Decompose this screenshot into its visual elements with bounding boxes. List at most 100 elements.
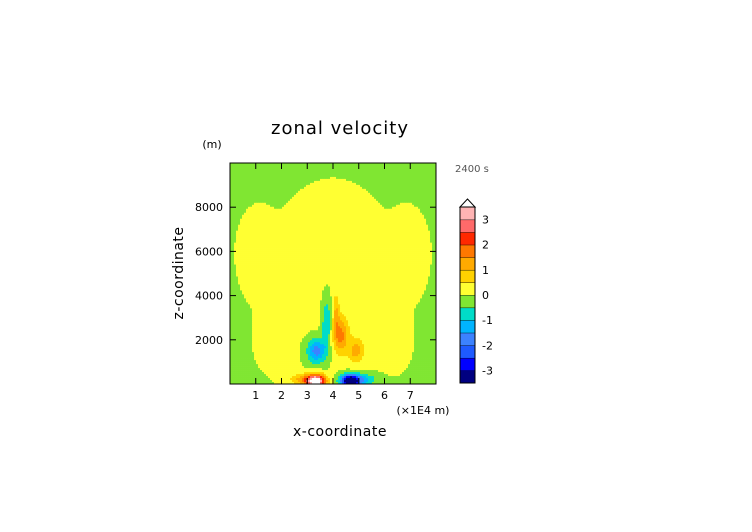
- contour-cell: [376, 234, 379, 238]
- contour-cell: [308, 198, 311, 202]
- contour-cell: [272, 170, 275, 174]
- contour-cell: [266, 208, 269, 212]
- contour-cell: [310, 166, 313, 170]
- contour-cell: [318, 166, 321, 170]
- contour-cell: [338, 254, 341, 257]
- contour-cell: [266, 190, 269, 194]
- contour-cell: [428, 166, 431, 170]
- contour-cell: [376, 218, 379, 222]
- contour-cell: [398, 214, 401, 218]
- contour-cell: [330, 224, 333, 228]
- contour-cell: [408, 186, 411, 190]
- contour-cell: [408, 238, 411, 241]
- contour-cell: [306, 228, 309, 232]
- contour-cell: [260, 220, 263, 224]
- contour-cell: [290, 178, 293, 182]
- contour-cell: [362, 256, 365, 259]
- contour-cell: [330, 234, 333, 238]
- contour-cell: [384, 244, 387, 247]
- contour-cell: [340, 244, 343, 247]
- contour-cell: [400, 232, 403, 236]
- contour-cell: [358, 178, 361, 182]
- contour-cell: [368, 240, 371, 243]
- contour-cell: [426, 163, 429, 166]
- contour-cell: [388, 184, 391, 188]
- contour-cell: [318, 212, 321, 216]
- contour-cell: [388, 188, 391, 192]
- contour-cell: [418, 204, 421, 208]
- contour-cell: [300, 220, 303, 224]
- contour-cell: [286, 234, 289, 238]
- contour-cell: [354, 186, 357, 190]
- contour-cell: [356, 190, 359, 194]
- contour-cell: [378, 210, 381, 214]
- contour-cell: [414, 208, 417, 212]
- contour-cell: [280, 232, 283, 236]
- contour-cell: [290, 252, 293, 255]
- contour-cell: [336, 236, 339, 240]
- contour-cell: [264, 258, 267, 261]
- contour-cell: [298, 182, 301, 186]
- contour-cell: [304, 200, 307, 204]
- contour-cell: [292, 188, 295, 192]
- contour-cell: [270, 192, 273, 196]
- contour-cell: [268, 184, 271, 188]
- contour-cell: [272, 196, 275, 200]
- contour-cell: [334, 208, 337, 212]
- contour-cell: [398, 246, 401, 249]
- contour-cell: [432, 206, 435, 210]
- contour-cell: [380, 204, 383, 208]
- contour-cell: [250, 163, 253, 166]
- contour-cell: [408, 242, 411, 245]
- contour-cell: [398, 232, 401, 236]
- contour-cell: [394, 184, 397, 188]
- contour-cell: [272, 214, 275, 218]
- contour-cell: [352, 206, 355, 210]
- contour-cell: [312, 170, 315, 174]
- contour-cell: [280, 182, 283, 186]
- contour-cell: [402, 216, 405, 220]
- contour-cell: [236, 198, 239, 202]
- contour-cell: [296, 204, 299, 208]
- contour-cell: [368, 182, 371, 186]
- contour-cell: [264, 246, 267, 249]
- contour-cell: [340, 242, 343, 245]
- contour-cell: [374, 164, 377, 168]
- contour-cell: [342, 214, 345, 218]
- contour-cell: [316, 236, 319, 240]
- contour-cell: [282, 224, 285, 228]
- contour-cell: [316, 163, 319, 166]
- contour-cell: [324, 234, 327, 238]
- contour-cell: [296, 214, 299, 218]
- contour-cell: [306, 244, 309, 247]
- contour-cell: [410, 186, 413, 190]
- contour-cell: [262, 196, 265, 200]
- contour-cell: [278, 198, 281, 202]
- contour-cell: [344, 220, 347, 224]
- contour-cell: [318, 248, 321, 251]
- contour-cell: [310, 196, 313, 200]
- contour-cell: [252, 194, 255, 198]
- contour-cell: [394, 238, 397, 241]
- contour-cell: [372, 250, 375, 253]
- contour-cell: [396, 186, 399, 190]
- contour-cell: [428, 238, 431, 241]
- contour-cell: [402, 240, 405, 243]
- contour-cell: [276, 182, 279, 186]
- contour-cell: [292, 222, 295, 226]
- contour-cell: [382, 206, 385, 210]
- contour-cell: [302, 224, 305, 228]
- contour-cell: [290, 224, 293, 228]
- contour-cell: [298, 186, 301, 190]
- contour-cell: [240, 240, 243, 243]
- contour-cell: [318, 214, 321, 218]
- contour-cell: [290, 202, 293, 206]
- contour-cell: [422, 184, 425, 188]
- contour-cell: [298, 164, 301, 168]
- contour-cell: [236, 246, 239, 249]
- contour-cell: [314, 210, 317, 214]
- contour-cell: [336, 224, 339, 228]
- contour-cell: [300, 204, 303, 208]
- contour-cell: [434, 172, 436, 176]
